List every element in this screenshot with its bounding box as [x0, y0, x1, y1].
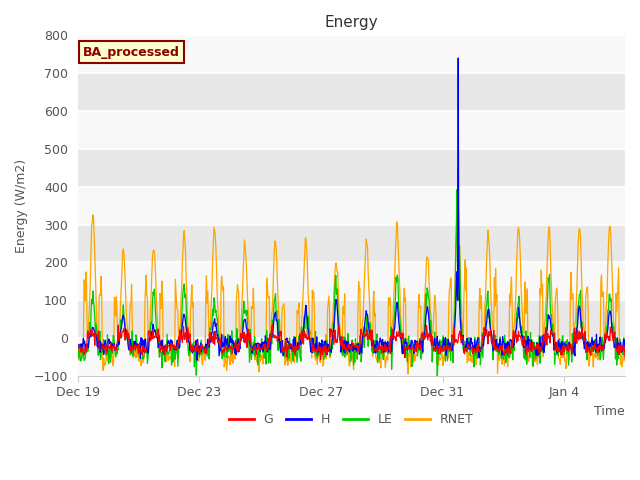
RNET [273, 261, 281, 266]
LE [384, 351, 392, 357]
LE [454, 165, 462, 171]
Line: G: G [77, 324, 625, 360]
Bar [77, 225, 625, 263]
Bar [77, 263, 625, 300]
G [269, 322, 276, 327]
LE [621, 339, 629, 345]
Bar [77, 149, 625, 187]
LE [93, 337, 101, 343]
RNET [203, 273, 211, 279]
H [273, 321, 281, 327]
H [303, 311, 310, 317]
G [517, 336, 525, 342]
H [385, 349, 392, 355]
LE [433, 375, 441, 381]
H [93, 344, 101, 349]
H [203, 344, 211, 349]
H [621, 344, 629, 349]
LE [74, 356, 81, 361]
RNET [454, 200, 462, 206]
H [193, 357, 201, 363]
G [74, 347, 81, 352]
Text: BA_processed: BA_processed [83, 46, 180, 59]
RNET [404, 371, 412, 377]
Bar [77, 187, 625, 225]
H [517, 327, 525, 333]
Bar [77, 111, 625, 149]
LE [302, 308, 310, 314]
Line: H: H [77, 58, 625, 360]
G [273, 339, 281, 345]
LE [273, 308, 281, 313]
Bar [77, 36, 625, 73]
G [317, 357, 324, 362]
G [385, 346, 393, 351]
Line: LE: LE [77, 168, 625, 378]
RNET [74, 355, 81, 361]
RNET [384, 357, 392, 362]
G [303, 335, 310, 341]
H [74, 345, 81, 350]
RNET [517, 281, 525, 287]
X-axis label: Time: Time [595, 405, 625, 418]
Title: Energy: Energy [324, 15, 378, 30]
Bar [77, 73, 625, 111]
LE [203, 344, 211, 350]
G [203, 351, 211, 357]
Bar [77, 300, 625, 338]
RNET [93, 326, 101, 332]
Bar [77, 338, 625, 376]
LE [517, 330, 525, 336]
Line: RNET: RNET [77, 203, 625, 374]
RNET [621, 357, 629, 363]
H [454, 55, 462, 61]
Legend: G, H, LE, RNET: G, H, LE, RNET [224, 408, 479, 431]
G [93, 332, 101, 337]
Y-axis label: Energy (W/m2): Energy (W/m2) [15, 158, 28, 252]
G [621, 354, 629, 360]
RNET [302, 236, 310, 242]
